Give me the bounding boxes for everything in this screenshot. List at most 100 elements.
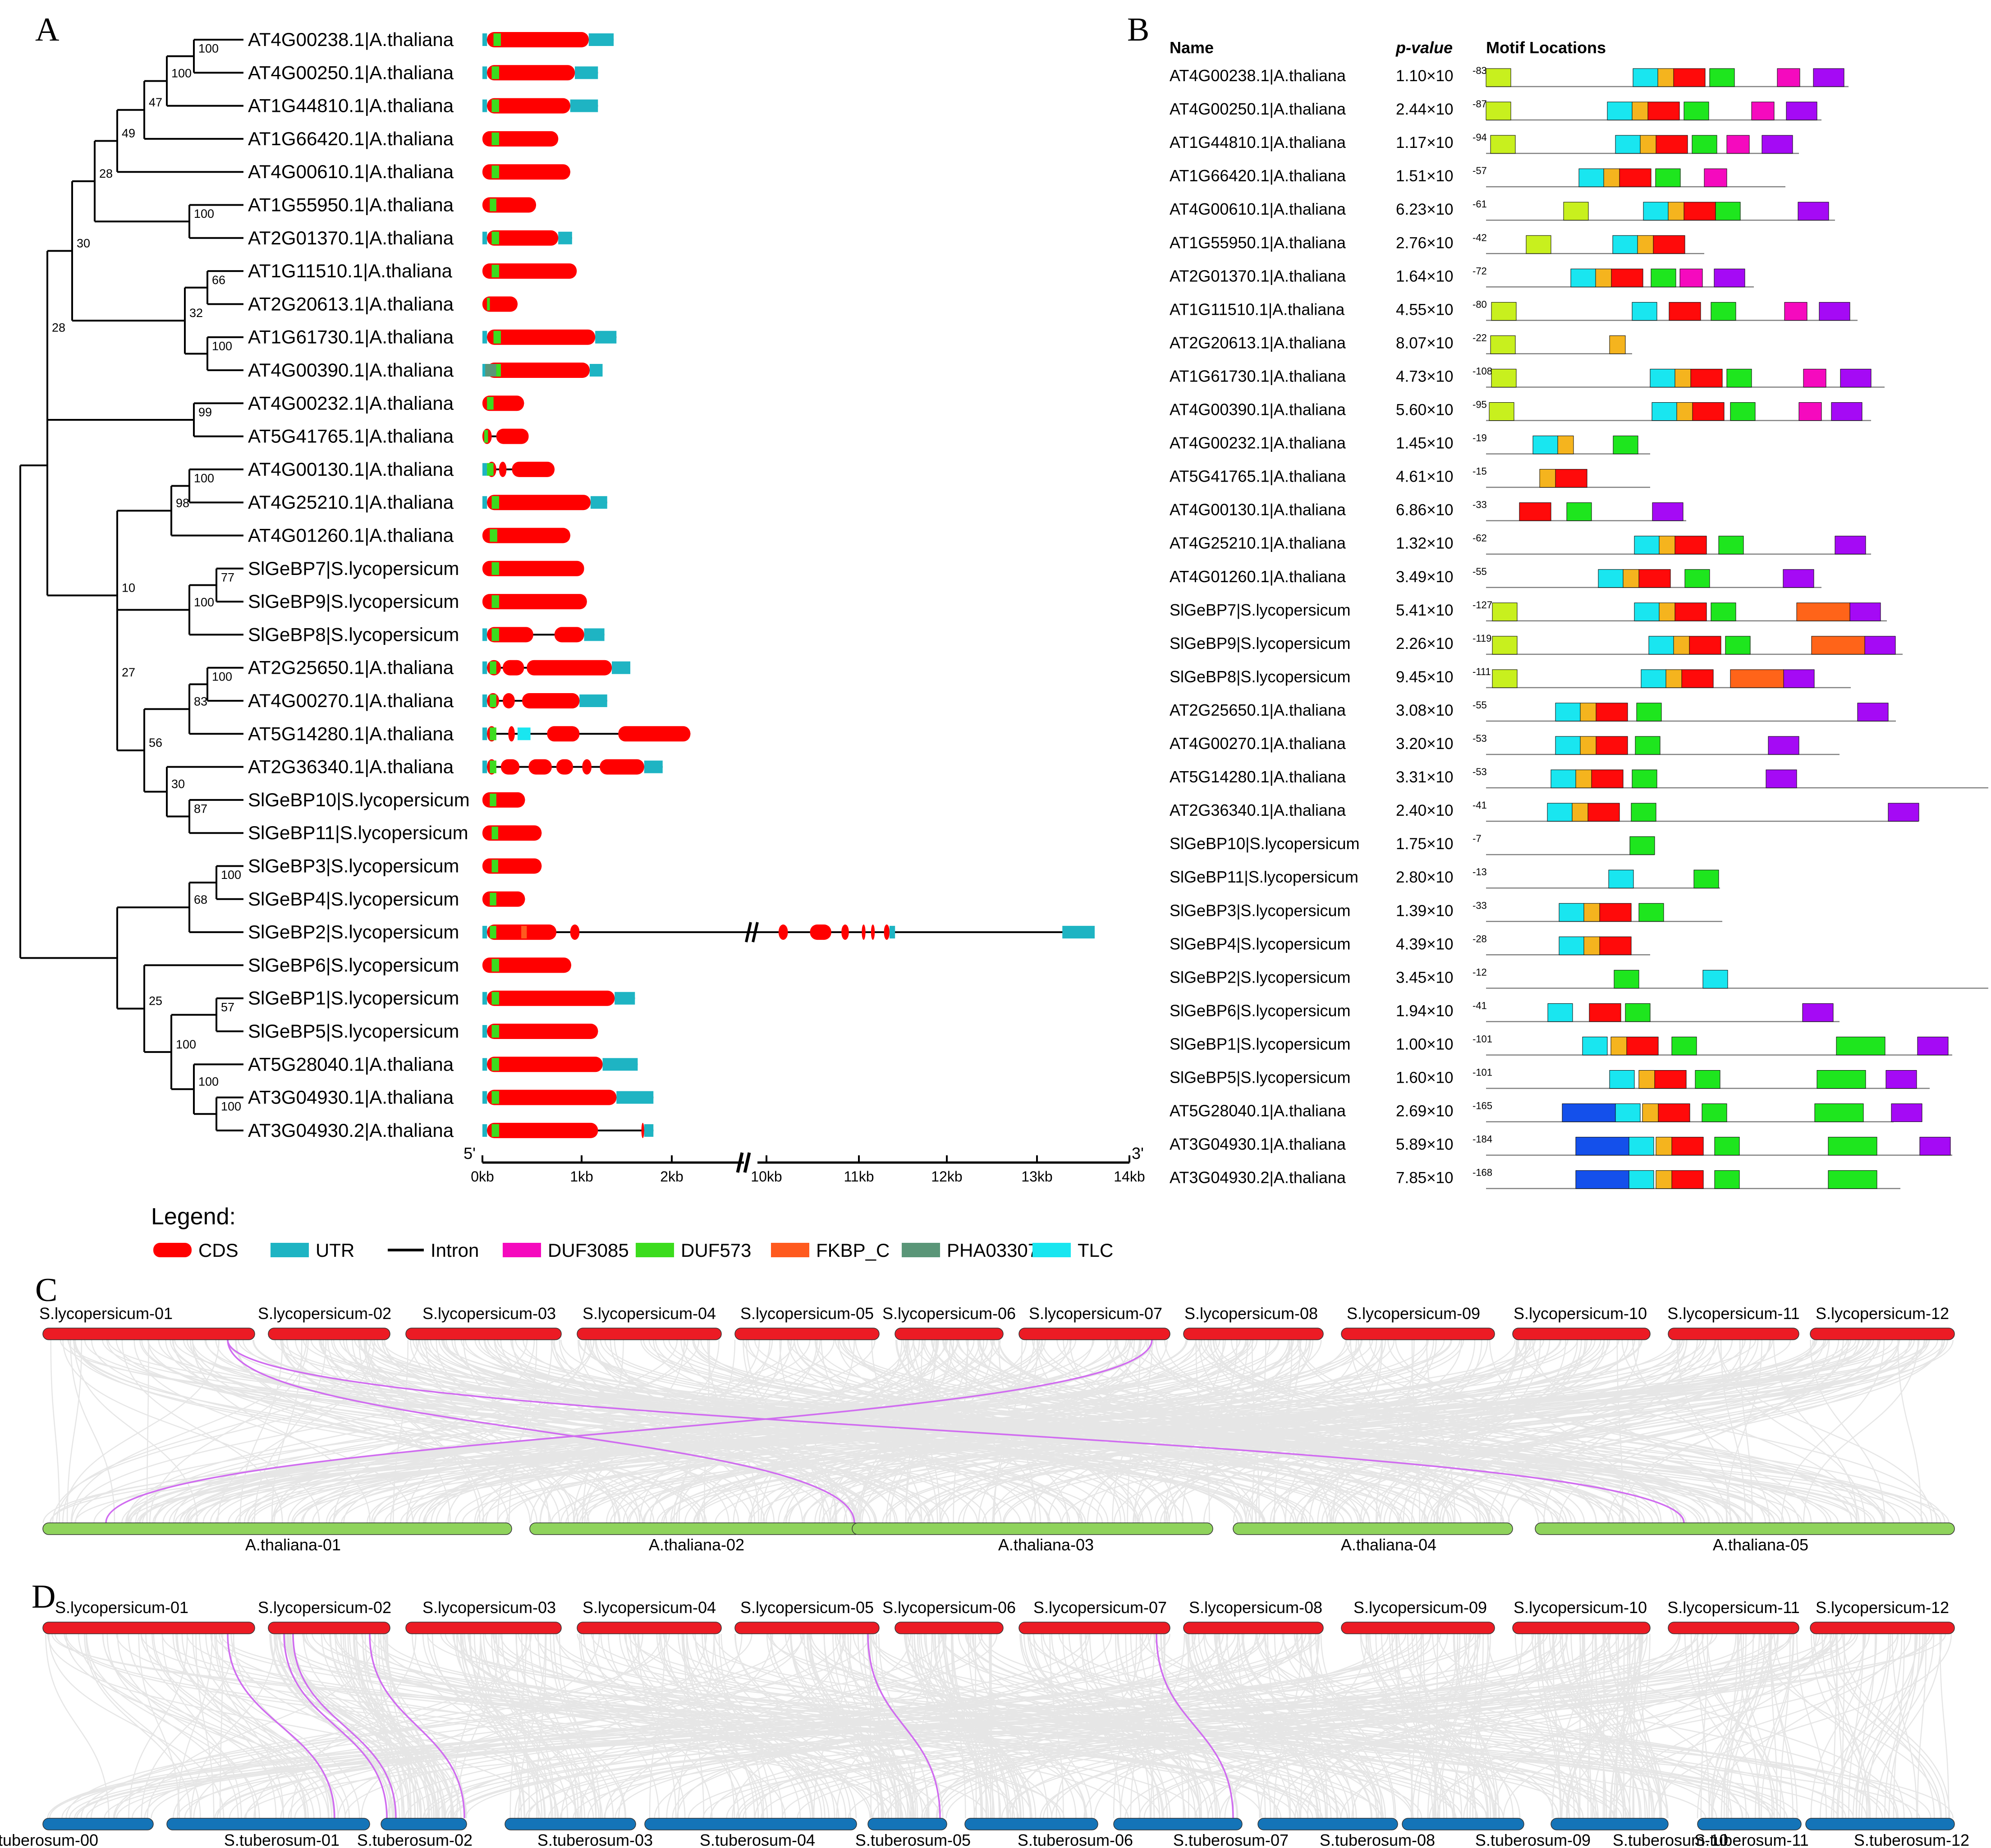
motif-box xyxy=(1555,703,1581,722)
gene-structure-row-slgebp2 xyxy=(482,922,1095,942)
background-link xyxy=(1842,1633,1950,1819)
motif-box xyxy=(1562,1103,1616,1122)
background-link xyxy=(1207,1633,1625,1819)
motif-box xyxy=(1864,636,1896,655)
bootstrap-value: 87 xyxy=(194,802,207,816)
tomato-chromosome-label: S.lycopersicum-05 xyxy=(740,1304,874,1323)
arabidopsis-chromosome-label: A.thaliana-01 xyxy=(245,1535,341,1554)
motif-box xyxy=(1803,368,1826,387)
motif-box xyxy=(1650,368,1675,387)
background-link xyxy=(1540,1633,1562,1819)
motif-box xyxy=(1679,268,1703,287)
background-link xyxy=(1836,1633,1935,1819)
gene-label: AT4G01260.1|A.thaliana xyxy=(248,525,454,546)
background-link xyxy=(204,1339,1305,1523)
background-link xyxy=(1615,1633,1642,1819)
background-link xyxy=(374,1633,416,1819)
background-link xyxy=(195,1633,215,1819)
axis-tick-label: 12kb xyxy=(931,1168,962,1185)
background-link xyxy=(76,1633,1828,1819)
motif-gene-name: SlGeBP9|S.lycopersicum xyxy=(1170,634,1351,653)
background-link xyxy=(464,1633,626,1819)
gene-g-segment xyxy=(491,1058,499,1071)
potato-chromosome-label: S.tuberosum-04 xyxy=(700,1831,815,1848)
potato-chromosome xyxy=(42,1818,154,1830)
background-link xyxy=(592,1633,713,1819)
motif-p-exponent: -33 xyxy=(1473,499,1487,510)
background-link xyxy=(1503,1633,1826,1819)
motif-box xyxy=(1491,302,1517,321)
bootstrap-value: 100 xyxy=(221,1099,241,1113)
motif-p-exponent: -87 xyxy=(1473,98,1487,110)
arabidopsis-chromosome-label: A.thaliana-05 xyxy=(1713,1535,1808,1554)
background-link xyxy=(813,1633,852,1819)
background-link xyxy=(583,1633,840,1819)
gene-utr-segment xyxy=(558,231,572,244)
motif-row: AT4G01260.1|A.thaliana 3.49×10 -55 xyxy=(1170,566,1821,588)
background-link xyxy=(247,1339,1041,1523)
motif-gene-name: AT4G00610.1|A.thaliana xyxy=(1170,200,1346,218)
gene-utr-segment xyxy=(482,33,487,46)
background-link xyxy=(861,1339,1117,1523)
motif-row: AT2G01370.1|A.thaliana 1.64×10 -72 xyxy=(1170,265,1754,288)
gene-cds-segment xyxy=(487,230,559,246)
gene-g-segment xyxy=(491,165,499,179)
background-link xyxy=(628,1633,1788,1819)
motif-box xyxy=(1611,268,1643,287)
motif-box xyxy=(1589,1003,1621,1022)
motif-row: AT4G00238.1|A.thaliana 1.10×10 -83 xyxy=(1170,65,1849,87)
background-link xyxy=(1619,1339,1830,1523)
motif-row: AT5G14280.1|A.thaliana 3.31×10 -53 xyxy=(1170,766,1988,789)
motif-box xyxy=(1840,368,1872,387)
motif-gene-name: AT1G55950.1|A.thaliana xyxy=(1170,233,1346,252)
motif-p-value: 1.94×10 xyxy=(1396,1002,1454,1020)
background-link xyxy=(1796,1633,1827,1819)
motif-p-value: 3.49×10 xyxy=(1396,568,1454,586)
background-link xyxy=(106,1633,239,1819)
motif-p-exponent: -108 xyxy=(1473,365,1492,377)
bootstrap-value: 100 xyxy=(198,42,219,55)
motif-box xyxy=(1802,1003,1834,1022)
motif-row: AT4G25210.1|A.thaliana 1.32×10 -62 xyxy=(1170,533,1871,555)
motif-box xyxy=(1684,569,1710,588)
motif-p-value: 1.51×10 xyxy=(1396,167,1454,185)
background-link xyxy=(1508,1339,1920,1523)
background-link xyxy=(102,1633,329,1819)
motif-box xyxy=(1673,68,1706,87)
motif-box xyxy=(1783,669,1815,688)
motif-box xyxy=(1490,335,1516,354)
gene-structure-row xyxy=(482,32,614,47)
background-link xyxy=(1310,1633,1328,1819)
background-link xyxy=(1089,1633,1168,1819)
gene-cds-segment xyxy=(600,759,644,775)
background-link xyxy=(754,1339,1739,1523)
motif-box xyxy=(1684,101,1709,120)
gene-g-segment xyxy=(491,595,499,608)
legend-label: FKBP_C xyxy=(816,1240,890,1261)
gene-utr-segment xyxy=(482,1124,487,1137)
background-link xyxy=(1407,1633,1463,1819)
motif-row: AT1G66420.1|A.thaliana 1.51×10 -57 xyxy=(1170,165,1785,188)
background-link xyxy=(1917,1633,1927,1819)
potato-chromosome xyxy=(1697,1818,1802,1830)
motif-box xyxy=(1632,769,1657,788)
background-link xyxy=(619,1633,830,1819)
motif-box xyxy=(1615,135,1641,154)
background-link xyxy=(66,1339,83,1523)
motif-row: SlGeBP9|S.lycopersicum 2.26×10 -119 xyxy=(1170,633,1903,655)
background-link xyxy=(239,1339,283,1523)
gene-g-segment xyxy=(490,727,496,740)
motif-box xyxy=(1575,769,1592,788)
background-link xyxy=(485,1339,995,1523)
gene-cds-segment xyxy=(522,693,580,708)
motif-p-exponent: -127 xyxy=(1473,599,1492,611)
gene-utr-segment xyxy=(482,364,487,377)
background-link xyxy=(61,1633,1317,1819)
background-link xyxy=(885,1339,1746,1523)
axis-tick-label: 13kb xyxy=(1021,1168,1052,1185)
tomato-chromosome xyxy=(1018,1328,1170,1340)
motif-box xyxy=(1711,602,1736,621)
background-link xyxy=(65,1633,790,1819)
motif-box xyxy=(1551,769,1576,788)
gene-label: AT3G04930.1|A.thaliana xyxy=(248,1087,454,1108)
